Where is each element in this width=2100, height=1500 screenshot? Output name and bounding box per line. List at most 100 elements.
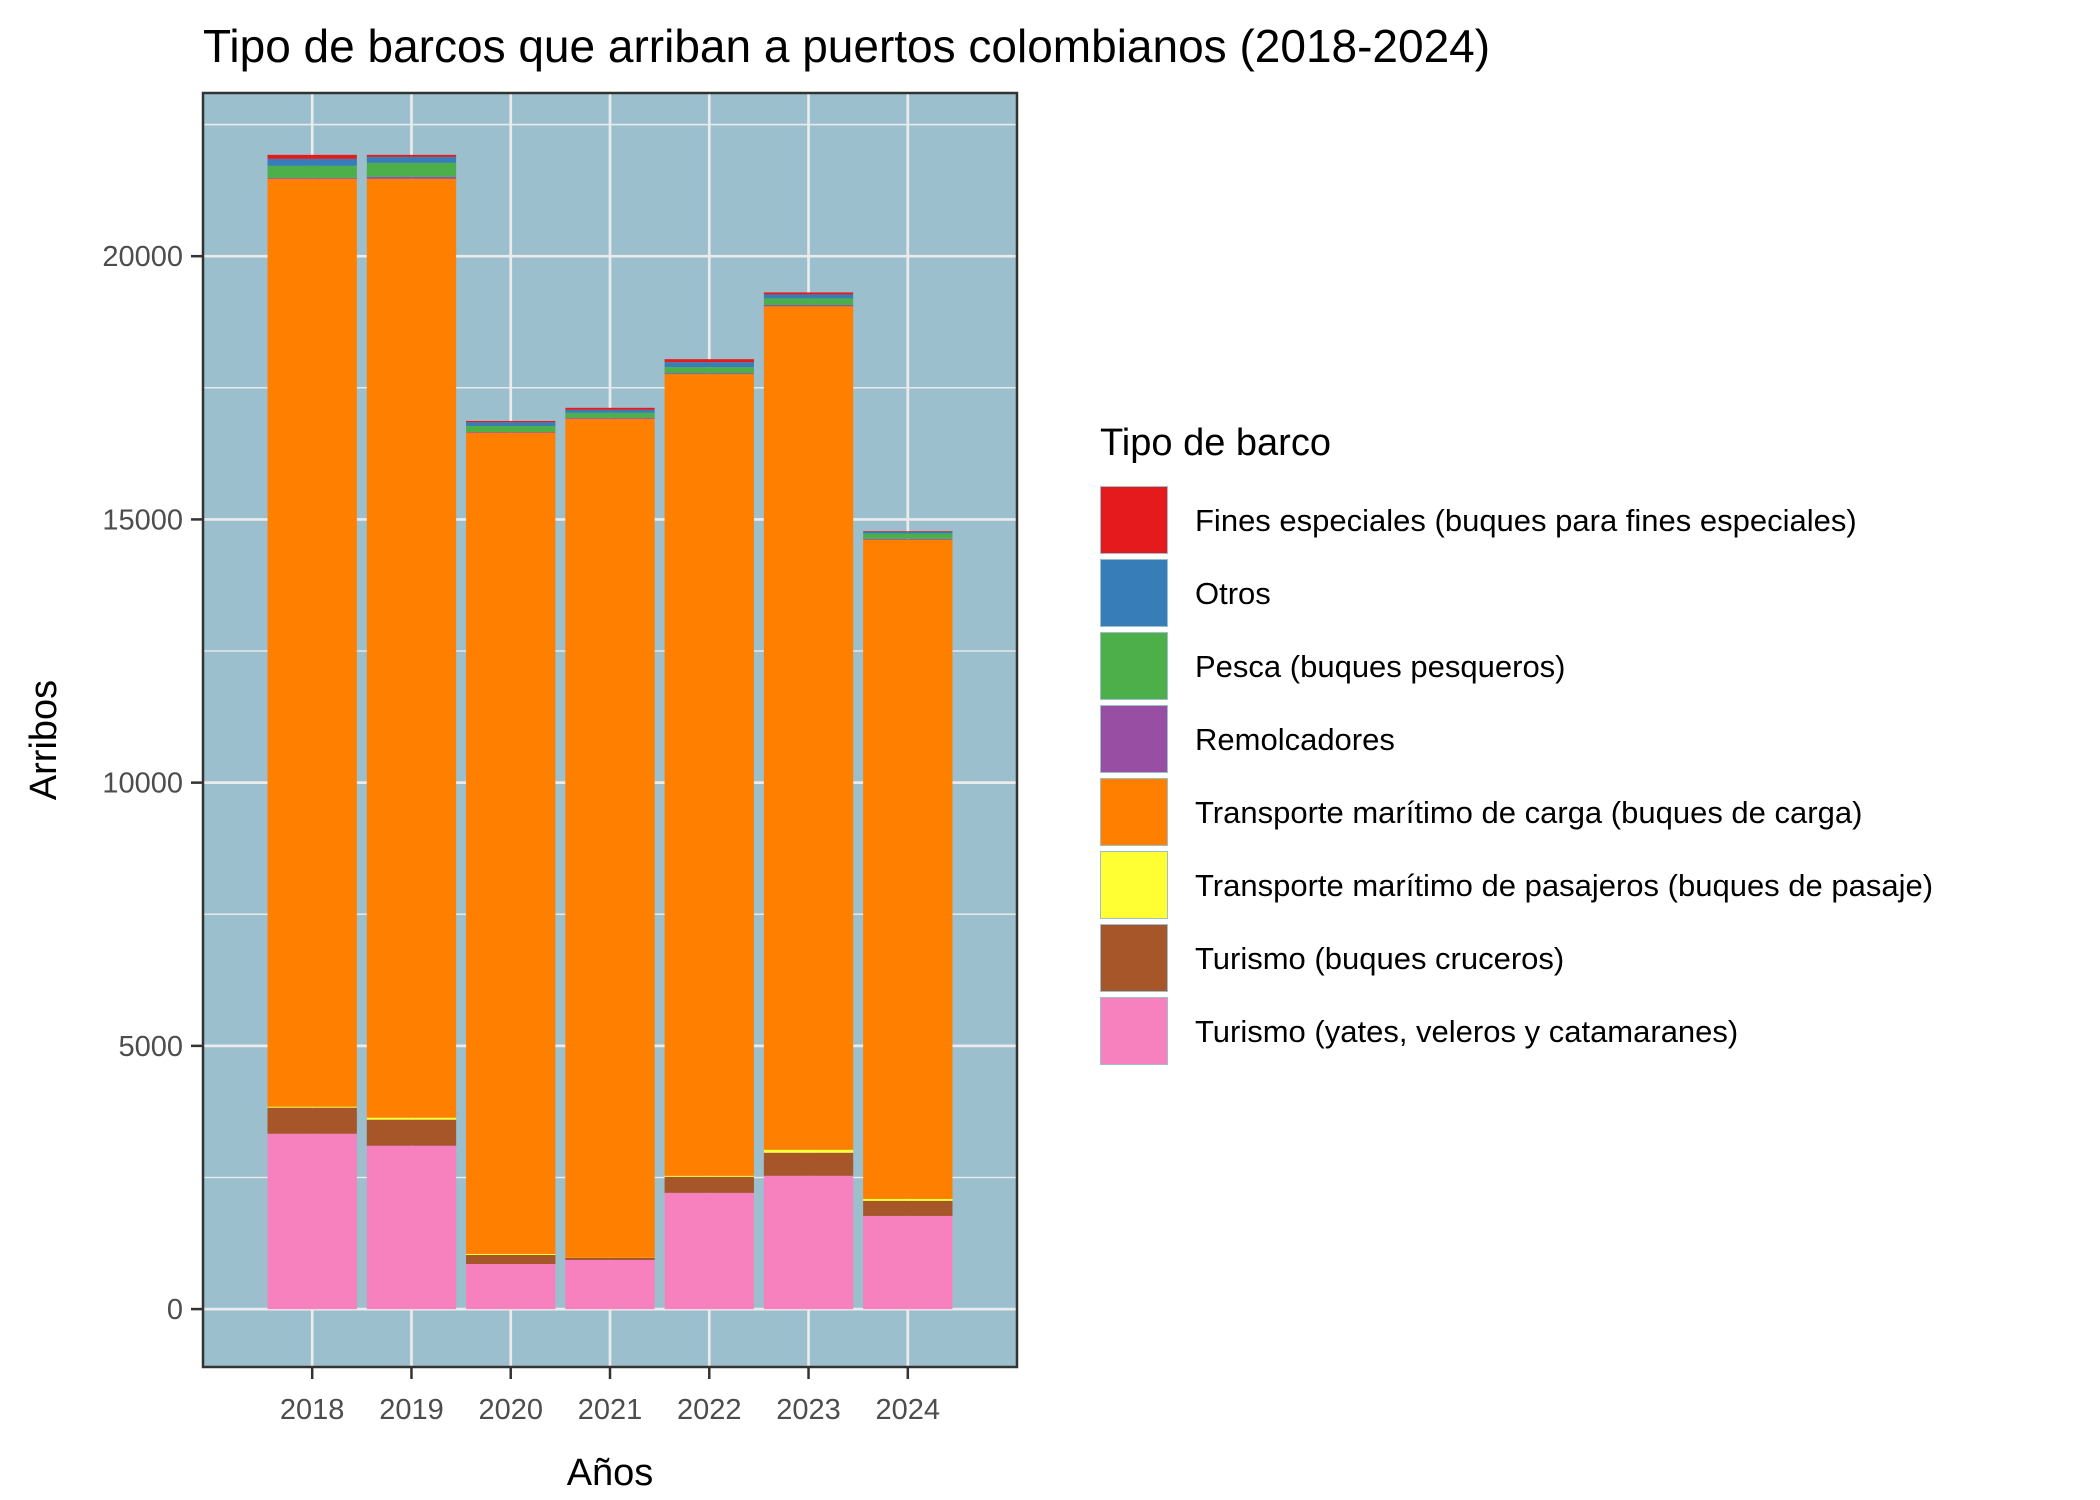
legend-key bbox=[1101, 998, 1167, 1064]
legend-item: Transporte marítimo de carga (buques de … bbox=[1100, 778, 1862, 846]
bar-segment-2018-2 bbox=[267, 165, 357, 178]
bar-segment-2023-0 bbox=[763, 292, 854, 295]
x-axis: 2018 2019 2020 2021 2022 2023 2024 bbox=[280, 1367, 940, 1426]
bar-segment-2019-4 bbox=[366, 178, 457, 1118]
bar-segment-2018-0 bbox=[267, 154, 357, 159]
bar-segment-2020-7 bbox=[466, 1263, 556, 1310]
y-tick-label: 15000 bbox=[102, 504, 183, 536]
x-axis-title: Años bbox=[567, 1452, 654, 1494]
bar-segment-2023-3 bbox=[763, 305, 854, 307]
legend-label: Pesca (buques pesqueros) bbox=[1195, 649, 1566, 684]
bar-segment-2021-2 bbox=[565, 412, 655, 418]
x-tick-label: 2019 bbox=[379, 1394, 444, 1426]
bar-segment-2020-1 bbox=[466, 422, 556, 426]
legend-item: Transporte marítimo de pasajeros (buques… bbox=[1100, 851, 1933, 919]
x-tick-label: 2021 bbox=[578, 1394, 643, 1426]
bar-segment-2018-3 bbox=[267, 177, 357, 179]
legend-label: Transporte marítimo de pasajeros (buques… bbox=[1195, 868, 1933, 903]
bar-segment-2024-0 bbox=[863, 531, 953, 532]
bar-segment-2019-2 bbox=[366, 162, 457, 177]
legend-item: Fines especiales (buques para fines espe… bbox=[1100, 486, 1857, 554]
bar-segment-2019-6 bbox=[366, 1119, 457, 1146]
x-tick-label: 2024 bbox=[876, 1394, 941, 1426]
bar-segment-2021-1 bbox=[565, 409, 655, 413]
legend-key bbox=[1101, 560, 1167, 626]
legend-item: Pesca (buques pesqueros) bbox=[1100, 632, 1566, 700]
bar-segment-2021-6 bbox=[565, 1257, 655, 1260]
chart-title: Tipo de barcos que arriban a puertos col… bbox=[203, 20, 1490, 72]
legend-label: Turismo (yates, veleros y catamaranes) bbox=[1195, 1014, 1738, 1049]
bar-segment-2023-7 bbox=[763, 1175, 854, 1310]
legend-key bbox=[1101, 706, 1167, 772]
bar-segment-2024-2 bbox=[863, 533, 953, 539]
bar-segment-2023-4 bbox=[763, 306, 854, 1150]
legend-key bbox=[1101, 779, 1167, 845]
bar-segment-2018-4 bbox=[267, 178, 357, 1107]
legend-key bbox=[1101, 925, 1167, 991]
bar-segment-2019-0 bbox=[366, 154, 457, 157]
bar-segment-2022-6 bbox=[664, 1176, 754, 1193]
bar-segment-2018-5 bbox=[267, 1106, 357, 1108]
y-tick-label: 20000 bbox=[102, 241, 183, 273]
bar-segment-2023-2 bbox=[763, 298, 854, 306]
bar-segment-2020-5 bbox=[466, 1253, 556, 1255]
legend-label: Turismo (buques cruceros) bbox=[1195, 941, 1564, 976]
legend-item: Turismo (yates, veleros y catamaranes) bbox=[1100, 997, 1738, 1065]
bar-segment-2022-4 bbox=[664, 374, 754, 1176]
y-tick-label: 0 bbox=[167, 1294, 183, 1326]
bar-segment-2019-5 bbox=[366, 1117, 457, 1120]
y-tick-label: 5000 bbox=[118, 1031, 183, 1063]
bar-segment-2019-3 bbox=[366, 176, 457, 179]
legend-item: Remolcadores bbox=[1100, 705, 1395, 773]
bar-segment-2020-6 bbox=[466, 1254, 556, 1264]
bar-segment-2022-3 bbox=[664, 373, 754, 375]
legend-key bbox=[1101, 852, 1167, 918]
bar-segment-2020-4 bbox=[466, 432, 556, 1254]
bar-segment-2019-1 bbox=[366, 156, 457, 163]
legend-label: Transporte marítimo de carga (buques de … bbox=[1195, 795, 1862, 830]
bar-segment-2021-4 bbox=[565, 418, 655, 1258]
bar-segment-2022-1 bbox=[664, 362, 754, 368]
bar-segment-2024-6 bbox=[863, 1200, 953, 1216]
x-tick-label: 2022 bbox=[677, 1394, 742, 1426]
legend: Fines especiales (buques para fines espe… bbox=[1100, 486, 1933, 1065]
bar-segment-2019-7 bbox=[366, 1145, 457, 1310]
x-tick-label: 2018 bbox=[280, 1394, 345, 1426]
legend-item: Otros bbox=[1100, 559, 1271, 627]
bar-segment-2022-0 bbox=[664, 359, 754, 363]
bar-segment-2024-3 bbox=[863, 538, 953, 540]
bar-segment-2021-3 bbox=[565, 417, 655, 419]
bar-segment-2020-2 bbox=[466, 425, 556, 432]
bar-segment-2020-3 bbox=[466, 431, 556, 433]
bars bbox=[267, 154, 953, 1310]
bar-segment-2020-0 bbox=[466, 420, 556, 423]
legend-key bbox=[1101, 633, 1167, 699]
bar-segment-2024-7 bbox=[863, 1215, 953, 1310]
bar-segment-2022-2 bbox=[664, 367, 754, 374]
y-tick-label: 10000 bbox=[102, 768, 183, 800]
legend-label: Remolcadores bbox=[1195, 722, 1395, 757]
legend-title: Tipo de barco bbox=[1100, 422, 1331, 464]
x-tick-label: 2023 bbox=[776, 1394, 841, 1426]
y-axis-title: Arribos bbox=[23, 680, 65, 800]
bar-segment-2021-7 bbox=[565, 1259, 655, 1310]
bar-segment-2023-1 bbox=[763, 294, 854, 299]
bar-segment-2018-1 bbox=[267, 158, 357, 166]
bar-segment-2024-4 bbox=[863, 539, 953, 1199]
bar-segment-2022-7 bbox=[664, 1192, 754, 1310]
x-tick-label: 2020 bbox=[478, 1394, 543, 1426]
y-axis: 0 5000 10000 15000 20000 bbox=[102, 241, 203, 1326]
legend-label: Fines especiales (buques para fines espe… bbox=[1195, 503, 1857, 538]
bar-segment-2022-5 bbox=[664, 1175, 754, 1177]
bar-segment-2023-5 bbox=[763, 1149, 854, 1153]
legend-label: Otros bbox=[1195, 576, 1271, 611]
legend-key bbox=[1101, 487, 1167, 553]
bar-segment-2018-7 bbox=[267, 1133, 357, 1310]
bar-segment-2021-0 bbox=[565, 407, 655, 410]
legend-item: Turismo (buques cruceros) bbox=[1100, 924, 1564, 992]
bar-segment-2018-6 bbox=[267, 1107, 357, 1134]
bar-segment-2023-6 bbox=[763, 1152, 854, 1176]
bar-segment-2024-1 bbox=[863, 531, 953, 534]
bar-segment-2024-5 bbox=[863, 1198, 953, 1201]
